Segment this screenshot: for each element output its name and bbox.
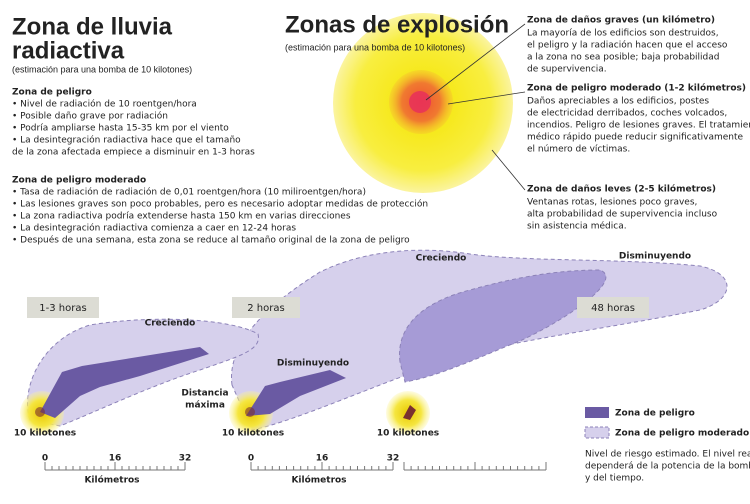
text: 2 horas [247,303,284,314]
text: y del tiempo. [585,474,644,484]
text: Kilómetros [84,475,139,486]
text: • Tasa de radiación de radiación de 0,01… [12,187,366,198]
text: de la zona afectada empiece a disminuir … [12,148,255,158]
time-boxes [27,297,649,318]
text: • Las lesiones graves son poco probables… [12,199,428,210]
text: Disminuyendo [277,359,349,369]
text: de supervivencia. [527,65,607,75]
text: Nivel de riesgo estimado. El nivel real [585,450,750,460]
text: • La desintegración radiactiva hace que … [12,135,241,146]
text: Zona de peligro moderado (1-2 kilómetros… [527,83,746,94]
text: Distancia [181,389,228,399]
text: dependerá de la potencia de la bomba [585,462,750,472]
text: Zona de daños graves (un kilómetro) [527,15,715,26]
text: sin asistencia médica. [527,221,627,232]
text: Disminuyendo [619,252,691,262]
text: Creciendo [416,254,467,264]
text: • Podría ampliarse hasta 15-35 km por el… [12,124,229,134]
text: máxima [185,401,225,411]
text: • Nivel de radiación de 10 roentgen/hora [12,99,197,110]
text: La mayoría de los edificios son destruid… [527,29,719,39]
text: (estimación para una bomba de 10 kiloton… [12,64,192,74]
text: Ventanas rotas, lesiones poco graves, [527,198,697,208]
blast-rings [333,13,526,193]
text: Daños apreciables a los edificios, poste… [527,97,709,107]
text: alta probabilidad de supervivencia inclu… [527,210,718,220]
text: 32 [387,454,400,464]
text: 10 kilotones [377,429,439,439]
text: • La zona radiactiva podría extenderse h… [12,212,351,222]
text: el número de víctimas. [527,145,630,155]
text: Zona de lluvia [12,13,173,40]
text: 10 kilotones [222,429,284,439]
fallout-shapes [27,249,728,431]
text: Zonas de explosión [285,11,509,38]
text: incendios. Peligro de lesiones graves. E… [527,121,750,131]
text: radiactiva [12,37,125,64]
text: Zona de peligro [12,88,92,98]
text: Creciendo [145,319,196,329]
text: • Después de una semana, esta zona se re… [12,235,410,246]
text: Zona de peligro [615,409,695,419]
legend-swatches [584,407,610,439]
text: a la zona no sea posible; baja probabili… [527,53,720,63]
text: de electricidad derribados, coches volca… [527,109,727,119]
text: • La desintegración radiactiva comienza … [12,223,296,234]
text: • Posible daño grave por radiación [12,111,168,122]
text: Zona de daños leves (2-5 kilómetros) [527,184,716,195]
text: Zona de peligro moderado [615,429,749,439]
text: 10 kilotones [14,429,76,439]
text: 48 horas [591,303,635,314]
text: médico rápido puede reducir significativ… [527,132,744,143]
text: 16 [316,454,329,464]
text: (estimación para una bomba de 10 kiloton… [285,42,465,52]
text: Kilómetros [291,475,346,486]
text: Zona de peligro moderado [12,176,146,186]
text: 16 [109,454,122,464]
text: 32 [179,454,192,464]
text: 0 [42,454,48,464]
text: 1-3 horas [39,303,86,314]
danger-shapes [35,347,416,420]
text: 0 [248,454,254,464]
rulers [44,462,547,471]
text: el peligro y la radiación hacen que el a… [527,40,728,51]
